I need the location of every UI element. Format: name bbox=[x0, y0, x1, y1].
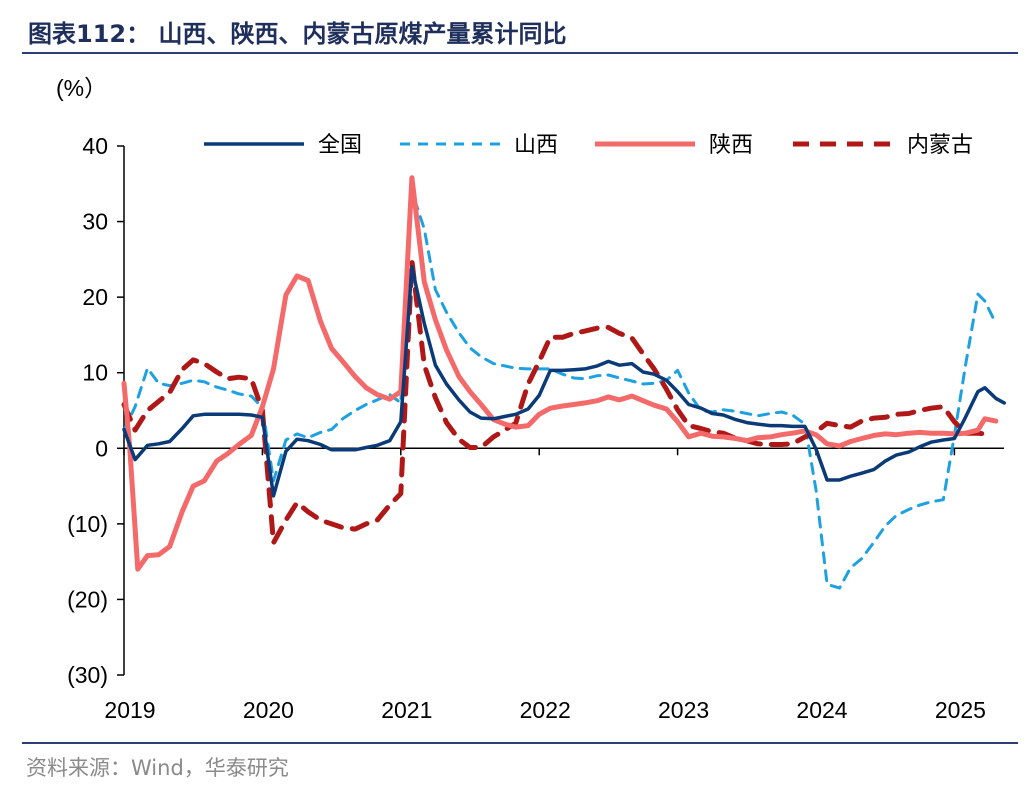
y-tick-label: 20 bbox=[82, 284, 108, 310]
y-tick-label: 40 bbox=[82, 133, 108, 159]
x-tick-label: 2019 bbox=[104, 697, 155, 723]
y-tick-label: 30 bbox=[82, 209, 108, 235]
series-line-3 bbox=[121, 258, 988, 546]
series-line-2 bbox=[121, 175, 999, 572]
series-line-0 bbox=[122, 265, 1006, 498]
y-tick-label: (30) bbox=[67, 662, 108, 688]
top-divider bbox=[22, 52, 1018, 54]
x-tick-label: 2025 bbox=[935, 697, 986, 723]
x-tick-label: 2020 bbox=[243, 697, 294, 723]
series-lines bbox=[121, 175, 1006, 590]
x-tick-label: 2023 bbox=[658, 697, 709, 723]
y-unit-label: (%） bbox=[56, 75, 107, 101]
legend-label: 内蒙古 bbox=[907, 133, 973, 158]
y-tick-label: (10) bbox=[67, 511, 108, 537]
series-line-1 bbox=[122, 189, 998, 590]
legend-label: 山西 bbox=[514, 133, 558, 158]
x-tick-label: 2022 bbox=[520, 697, 571, 723]
x-tick-label: 2024 bbox=[796, 697, 847, 723]
source-note: 资料来源：Wind，华泰研究 bbox=[26, 756, 289, 780]
y-tick-label: 10 bbox=[82, 360, 108, 386]
chart-axes: 40 30 20 10 0 (10) (20) (30) 2019 2020 2021 2022 202… bbox=[67, 133, 1004, 723]
y-tick-label: (20) bbox=[67, 586, 108, 612]
bottom-divider bbox=[22, 742, 1018, 744]
legend-label: 全国 bbox=[318, 133, 362, 158]
x-tick-label: 2021 bbox=[381, 697, 432, 723]
chart-title: 图表112： 山西、陕西、内蒙古原煤产量累计同比 bbox=[28, 20, 567, 48]
legend-label: 陕西 bbox=[709, 133, 753, 158]
chart-legend: 全国 山西 陕西 内蒙古 bbox=[204, 133, 973, 158]
y-tick-label: 0 bbox=[95, 435, 108, 461]
